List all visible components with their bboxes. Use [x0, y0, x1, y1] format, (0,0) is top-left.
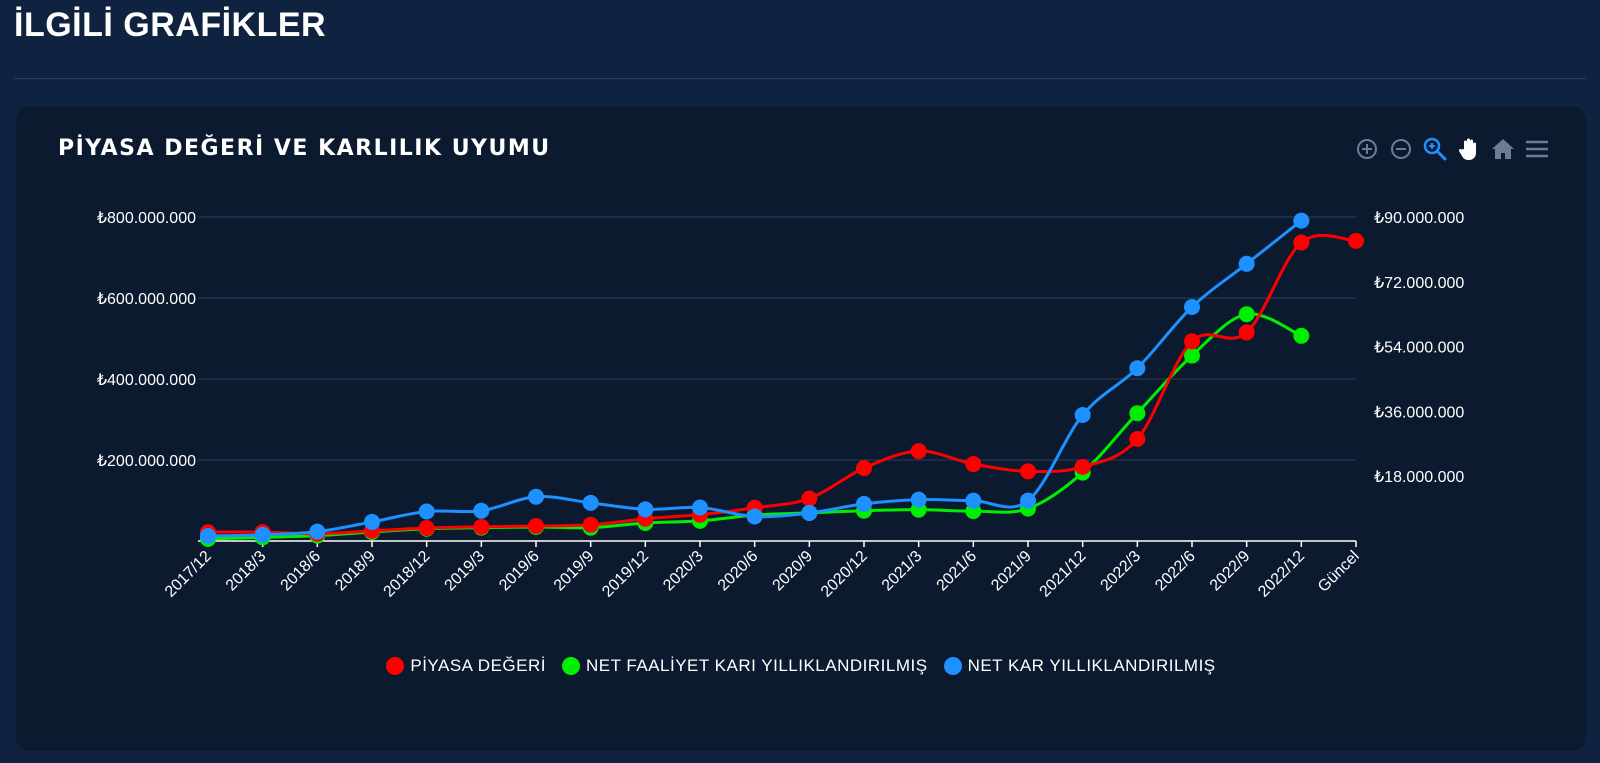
legend-item[interactable]: NET KAR YILLIKLANDIRILMIŞ [943, 656, 1216, 676]
data-point [910, 443, 927, 460]
data-point [1348, 232, 1364, 249]
data-point [856, 460, 872, 477]
data-point [1293, 212, 1310, 229]
series-line [207, 233, 1357, 536]
data-point [1184, 299, 1200, 315]
menu-icon[interactable] [1524, 136, 1550, 162]
selection-zoom-icon[interactable] [1422, 136, 1448, 162]
data-point [692, 499, 708, 516]
data-point [1238, 255, 1255, 272]
chart-legend: PİYASA DEĞERİ NET FAALİYET KARI YILLIKLAN… [16, 656, 1586, 676]
data-point [1129, 360, 1146, 377]
x-axis-tick-label: 2019/12 [599, 548, 652, 601]
x-axis-tick-label: 2019/9 [551, 548, 598, 595]
x-axis-tick-label: 2017/12 [162, 548, 215, 601]
data-point [965, 456, 982, 473]
x-axis-tick-label: 2019/3 [442, 548, 489, 595]
data-point [1238, 306, 1255, 323]
x-axis-tick-label: 2020/3 [660, 548, 707, 595]
right-axis-tick-label: ₺72.000.000 [1374, 275, 1464, 292]
right-axis-tick-label: ₺36.000.000 [1374, 404, 1464, 421]
line-chart: ₺200.000.000 ₺400.000.000 ₺600.000.000 ₺800… [97, 210, 1465, 601]
x-axis-tick-label: 2018/12 [381, 548, 434, 601]
legend-marker [561, 657, 580, 675]
legend-marker [943, 657, 962, 675]
zoom-in-icon[interactable] [1354, 136, 1380, 162]
data-point [1129, 430, 1146, 447]
x-axis-tick-label: 2020/9 [770, 548, 817, 595]
data-point [254, 526, 271, 543]
data-point [473, 502, 490, 519]
home-reset-icon[interactable] [1490, 136, 1516, 162]
data-point [1129, 405, 1146, 422]
data-point [582, 494, 599, 511]
chart-title: PİYASA DEĞERİ VE KARLILIK UYUMU [58, 136, 551, 161]
x-axis-tick-label: 2022/3 [1098, 548, 1145, 595]
data-point [364, 513, 380, 530]
data-point [910, 491, 927, 508]
data-point [1184, 333, 1200, 350]
x-axis-tick-label: 2022/9 [1207, 548, 1254, 595]
data-point [418, 520, 435, 537]
data-point [965, 492, 982, 509]
data-point [1184, 347, 1200, 364]
data-point [309, 523, 326, 540]
left-axis-tick-label: ₺800.000.000 [97, 210, 196, 227]
data-point [1238, 324, 1255, 341]
left-axis-tick-label: ₺200.000.000 [97, 453, 196, 470]
data-point [418, 503, 435, 520]
data-point [637, 501, 654, 518]
x-axis-tick-label: 2020/12 [818, 548, 871, 601]
right-axis-tick-label: ₺90.000.000 [1374, 210, 1464, 227]
pan-hand-icon[interactable] [1456, 136, 1482, 162]
data-point [528, 518, 544, 535]
data-point [582, 516, 599, 533]
x-axis-tick-label: 2021/6 [934, 548, 981, 595]
data-point [1293, 234, 1310, 251]
left-axis-tick-label: ₺400.000.000 [97, 372, 196, 389]
x-axis-tick-label: 2021/12 [1037, 548, 1090, 601]
data-point [473, 518, 490, 535]
data-point [746, 508, 763, 525]
x-axis-tick-label: 2018/3 [223, 548, 270, 595]
data-point [801, 490, 818, 507]
legend-item[interactable]: NET FAALİYET KARI YILLIKLANDIRILMIŞ [561, 656, 928, 676]
x-axis-tick-label: 2019/6 [496, 548, 543, 595]
x-axis-tick-label: 2020/6 [715, 548, 762, 595]
x-axis-tick-label: 2021/3 [879, 548, 926, 595]
data-point [801, 504, 818, 521]
data-point [1074, 458, 1091, 475]
data-point [1074, 407, 1091, 423]
section-title: İLGİLİ GRAFİKLER [14, 6, 327, 44]
data-point [856, 495, 872, 512]
legend-item[interactable]: PİYASA DEĞERİ [386, 656, 546, 676]
series-line [207, 219, 1303, 538]
right-axis-tick-label: ₺54.000.000 [1374, 340, 1464, 357]
legend-label: NET FAALİYET KARI YILLIKLANDIRILMIŞ [585, 656, 928, 675]
chart-toolbar [1354, 136, 1550, 162]
right-axis-tick-label: ₺18.000.000 [1374, 469, 1464, 486]
data-point [1020, 463, 1036, 480]
legend-marker [386, 657, 405, 675]
data-point [1020, 492, 1036, 509]
legend-label: NET KAR YILLIKLANDIRILMIŞ [967, 656, 1216, 675]
x-axis-tick-label: 2022/6 [1152, 548, 1199, 595]
x-axis-tick-label: 2018/6 [278, 548, 325, 595]
chart-card: PİYASA DEĞERİ VE KARLILIK UYUMU ₺200.000… [16, 106, 1586, 751]
left-axis-tick-label: ₺600.000.000 [97, 291, 196, 308]
x-axis-tick-label: 2021/9 [988, 548, 1035, 595]
data-point [1293, 327, 1310, 344]
data-point [528, 488, 544, 505]
x-axis-tick-label: 2018/9 [332, 548, 379, 595]
zoom-out-icon[interactable] [1388, 136, 1414, 162]
x-axis-tick-label: 2022/12 [1255, 548, 1308, 601]
data-point [200, 527, 216, 544]
legend-label: PİYASA DEĞERİ [410, 656, 546, 675]
x-axis-tick-label: Güncel [1315, 548, 1363, 596]
section-divider [14, 78, 1586, 79]
